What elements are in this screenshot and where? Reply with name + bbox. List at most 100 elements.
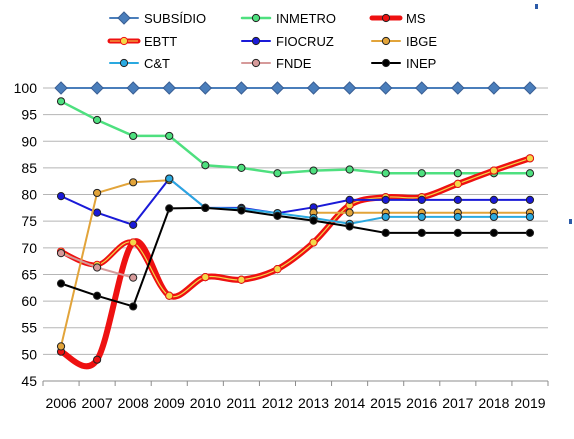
legend-item-candt: C&T xyxy=(109,56,170,71)
point-inmetro-2009 xyxy=(165,131,174,141)
legend-marker-inep xyxy=(381,58,391,68)
x-tick-label: 2010 xyxy=(190,395,221,411)
legend-item-fnde: FNDE xyxy=(241,56,312,71)
point-fiocruz-2015 xyxy=(381,195,390,204)
legend-label-candt: C&T xyxy=(144,56,170,71)
point-inmetro-2017 xyxy=(453,169,462,178)
y-tick-label: 70 xyxy=(21,240,37,256)
point-inmetro-2016 xyxy=(417,169,426,178)
legend-marker-inmetro xyxy=(251,13,261,23)
point-ebtt-2012 xyxy=(273,265,282,274)
point-subsidio-2013 xyxy=(306,81,321,95)
series-line-fiocruz xyxy=(60,177,531,226)
point-ebtt-2008 xyxy=(129,238,138,247)
point-ebtt-2019 xyxy=(525,154,535,163)
point-fiocruz-2016 xyxy=(417,195,426,204)
point-subsidio-2019 xyxy=(523,81,537,95)
legend-item-fiocruz: FIOCRUZ xyxy=(241,34,334,49)
series-line-ibge xyxy=(60,179,171,348)
point-inmetro-2019 xyxy=(525,169,535,178)
series-subsidio xyxy=(54,81,537,95)
series-ms xyxy=(56,154,535,370)
legend-marker-ms xyxy=(381,13,391,23)
point-candt-2017 xyxy=(453,212,462,222)
point-ebtt-2009 xyxy=(165,291,174,300)
point-subsidio-2014 xyxy=(342,81,357,95)
y-tick-label: 60 xyxy=(21,293,37,309)
y-tick-label: 50 xyxy=(21,346,37,362)
y-tick-label: 95 xyxy=(21,107,37,123)
legend-label-fnde: FNDE xyxy=(276,56,312,71)
point-inmetro-2013 xyxy=(309,166,318,175)
point-inep-2011 xyxy=(237,206,246,215)
legend-item-ms: MS xyxy=(369,11,426,26)
point-subsidio-2016 xyxy=(415,81,429,95)
y-tick-label: 80 xyxy=(21,187,37,203)
y-tick-label: 55 xyxy=(21,320,37,336)
point-inmetro-2008 xyxy=(129,131,138,141)
x-tick-label: 2014 xyxy=(334,395,365,411)
point-fnde-2006 xyxy=(56,249,66,258)
point-ebtt-2018 xyxy=(489,166,498,175)
legend-item-ebtt: EBTT xyxy=(107,34,177,49)
point-subsidio-2009 xyxy=(162,81,176,95)
legend-marker-subsidio xyxy=(117,11,131,25)
x-tick-label: 2007 xyxy=(82,395,113,411)
legend: SUBSÍDIO INMETRO MS EBTT FIOCRUZ IBGE C&T FNDE I… xyxy=(107,11,437,71)
point-ibge-2006 xyxy=(56,342,66,351)
legend-marker-fiocruz xyxy=(251,36,261,46)
point-inep-2018 xyxy=(489,228,498,238)
point-candt-2015 xyxy=(381,212,390,222)
y-tick-label: 85 xyxy=(21,160,37,176)
series-line-ms xyxy=(58,155,533,370)
point-fiocruz-2006 xyxy=(56,192,66,201)
point-fnde-2008 xyxy=(129,273,138,282)
point-ebtt-2013 xyxy=(309,238,318,247)
x-tick-label: 2011 xyxy=(226,395,256,411)
point-inep-2012 xyxy=(273,211,282,220)
x-tick-label: 2015 xyxy=(370,395,401,411)
point-ibge-2014 xyxy=(345,208,354,217)
y-tick-label: 100 xyxy=(14,80,38,96)
legend-item-ibge: IBGE xyxy=(371,34,437,49)
x-tick-label: 2017 xyxy=(442,395,473,411)
point-ms-2007 xyxy=(93,355,102,364)
series-ibge xyxy=(56,176,535,351)
point-ebtt-2011 xyxy=(237,275,246,284)
legend-item-inmetro: INMETRO xyxy=(240,11,336,26)
series-inmetro xyxy=(56,97,535,178)
point-inep-2008 xyxy=(129,302,138,311)
legend-marker-fnde xyxy=(251,58,261,68)
point-candt-2016 xyxy=(417,212,426,222)
point-inmetro-2014 xyxy=(345,165,354,174)
point-inep-2009 xyxy=(165,204,174,213)
point-fiocruz-2014 xyxy=(345,195,354,204)
legend-item-inep: INEP xyxy=(371,56,436,71)
point-ibge-2007 xyxy=(93,188,102,198)
legend-label-ibge: IBGE xyxy=(406,34,437,49)
point-subsidio-2011 xyxy=(234,81,249,95)
series-line-inmetro xyxy=(59,100,532,175)
point-subsidio-2006 xyxy=(54,81,68,95)
point-inep-2015 xyxy=(381,228,390,238)
point-inmetro-2010 xyxy=(201,161,210,170)
point-ebtt-2010 xyxy=(201,273,210,282)
point-inep-2010 xyxy=(201,203,210,212)
legend-marker-candt xyxy=(119,58,129,68)
point-fnde-2007 xyxy=(93,263,102,272)
point-inep-2013 xyxy=(309,216,318,225)
point-inmetro-2007 xyxy=(93,115,102,125)
point-subsidio-2012 xyxy=(270,81,285,95)
y-tick-label: 45 xyxy=(21,373,37,389)
point-subsidio-2018 xyxy=(487,81,501,95)
x-tick-label: 2016 xyxy=(406,395,437,411)
y-tick-label: 75 xyxy=(21,213,37,229)
decoration-mark-right xyxy=(569,219,572,224)
point-fiocruz-2007 xyxy=(93,208,102,217)
x-tick-label: 2006 xyxy=(45,395,76,411)
legend-marker-ebtt xyxy=(119,36,129,46)
point-fiocruz-2017 xyxy=(453,195,462,204)
series-inep xyxy=(56,203,535,311)
x-tick-label: 2012 xyxy=(262,395,293,411)
